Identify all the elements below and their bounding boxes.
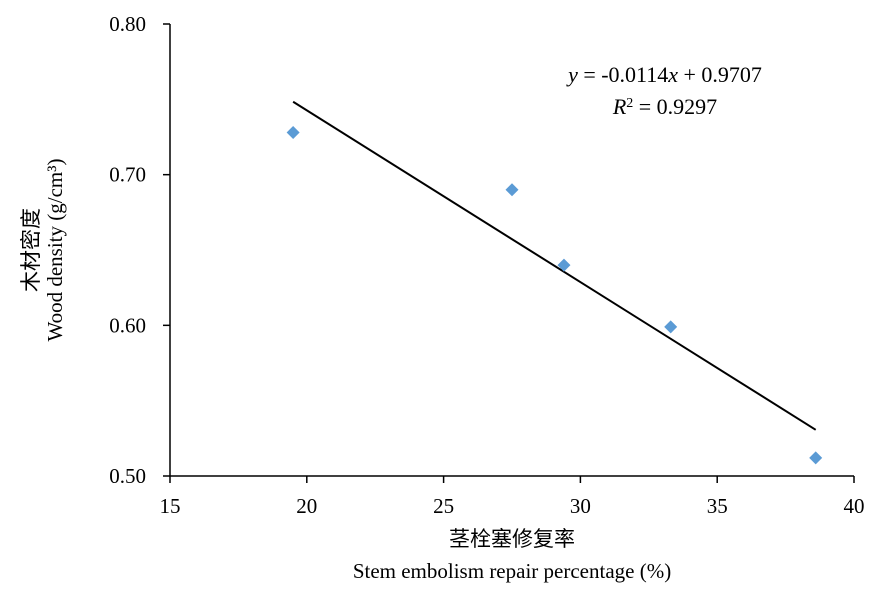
data-points [286, 125, 823, 465]
data-point [286, 125, 300, 139]
y-tick-label: 0.80 [109, 12, 146, 36]
x-tick-label: 15 [160, 494, 181, 518]
r-squared-line: R2 = 0.9297 [612, 94, 717, 119]
trendline-group [292, 100, 817, 431]
y-tick-label: 0.50 [109, 464, 146, 488]
y-tick-label: 0.60 [109, 313, 146, 337]
x-tick-label: 35 [707, 494, 728, 518]
x-tick-label: 20 [296, 494, 317, 518]
x-tick-label: 40 [844, 494, 865, 518]
y-axis-title-cn: 木材密度 [19, 208, 43, 292]
data-point [557, 258, 571, 272]
y-axis-ticks: 0.50 0.60 0.70 0.80 [109, 12, 170, 488]
data-point [505, 183, 519, 197]
x-axis-ticks: 15 20 25 30 35 40 [160, 476, 865, 518]
x-tick-label: 30 [570, 494, 591, 518]
y-axis-title-en: Wood density (g/cm³) [43, 158, 67, 341]
data-point [664, 320, 678, 334]
data-point [809, 451, 823, 465]
axes [169, 24, 854, 477]
x-axis-title-cn: 茎栓塞修复率 [449, 527, 575, 551]
trendline [292, 100, 817, 431]
y-tick-label: 0.70 [109, 163, 146, 187]
equation-line: y = -0.0114x + 0.9707 [566, 62, 762, 87]
x-tick-label: 25 [433, 494, 454, 518]
x-axis-title-en: Stem embolism repair percentage (%) [353, 559, 671, 583]
